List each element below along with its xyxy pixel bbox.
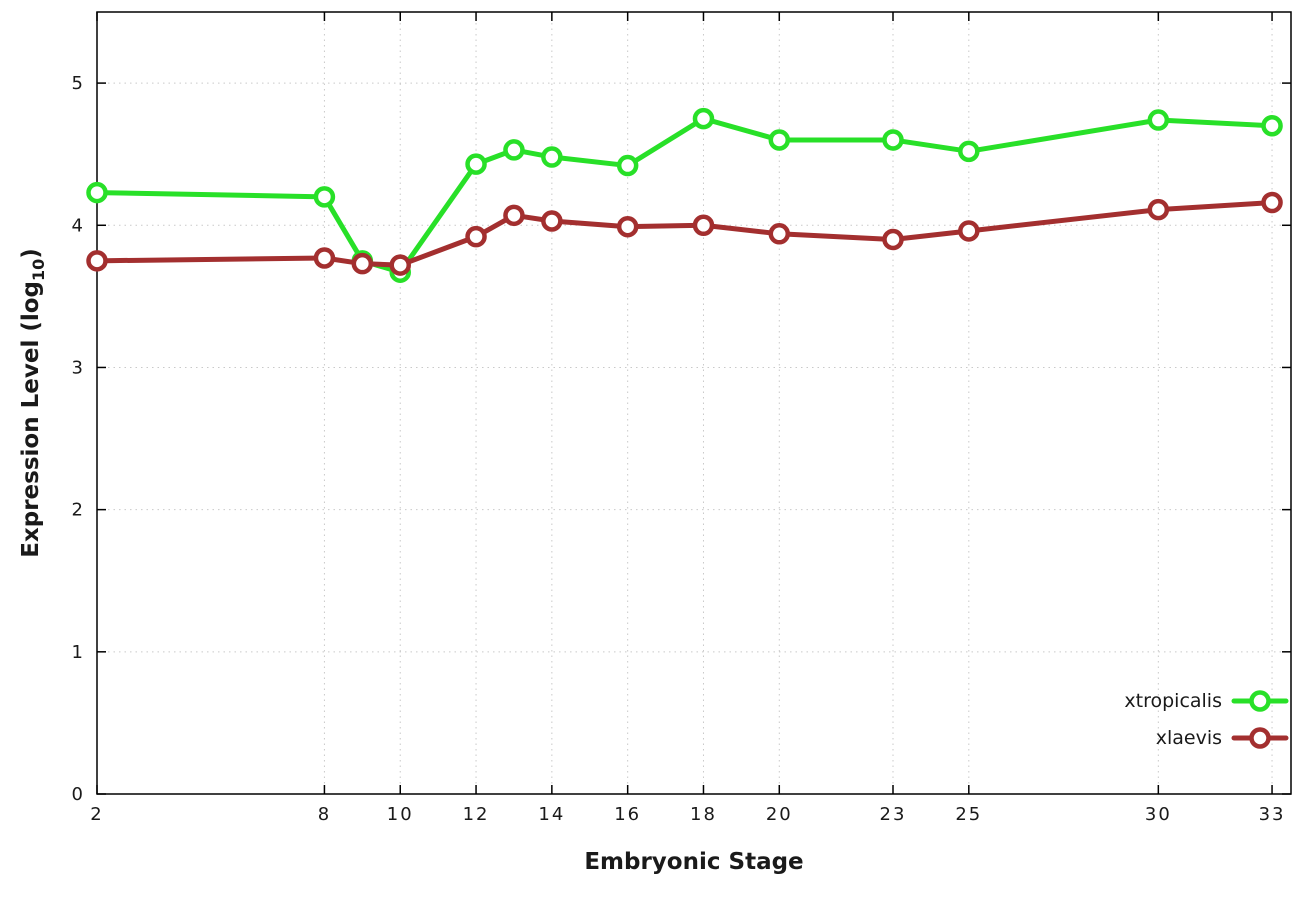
data-point-xtropicalis (1261, 114, 1283, 137)
data-point-xtropicalis (768, 129, 791, 151)
legend-sample-marker-xtropicalis (1249, 690, 1271, 712)
x-tick-label: 20 (766, 804, 793, 825)
data-point-xlaevis (503, 204, 525, 227)
data-point-xtropicalis (692, 107, 715, 130)
x-tick-label: 30 (1145, 804, 1172, 825)
y-axis-title: Expression Level (log10) (18, 248, 48, 558)
x-tick-label: 33 (1259, 804, 1286, 825)
data-point-xlaevis (313, 247, 336, 269)
data-point-xtropicalis (1147, 109, 1170, 131)
data-point-xtropicalis (958, 140, 980, 163)
x-tick-label: 10 (387, 804, 414, 825)
data-point-xlaevis (958, 220, 980, 242)
y-tick-label: 2 (72, 500, 83, 521)
x-tick-label: 2 (90, 804, 103, 825)
legend-sample-marker-xlaevis (1249, 727, 1271, 749)
y-tick-label: 1 (72, 642, 83, 663)
y-tick-label: 0 (72, 784, 83, 805)
y-tick-label: 3 (72, 357, 83, 378)
data-point-xlaevis (768, 223, 791, 245)
data-point-xtropicalis (882, 129, 904, 151)
x-tick-label: 14 (538, 804, 565, 825)
data-point-xlaevis (86, 250, 108, 272)
data-point-xtropicalis (313, 186, 336, 208)
series-line-xtropicalis (94, 116, 1275, 275)
data-point-xlaevis (882, 228, 904, 251)
legend-label-xtropicalis: xtropicalis (1124, 690, 1222, 712)
data-point-xlaevis (692, 214, 715, 237)
data-point-xlaevis (465, 225, 487, 248)
legend-label-xlaevis: xlaevis (1156, 727, 1222, 749)
series-line-xlaevis (94, 200, 1275, 268)
x-tick-label: 16 (614, 804, 641, 825)
x-tick-label: 12 (463, 804, 490, 825)
data-point-xtropicalis (616, 154, 639, 177)
data-point-xlaevis (1261, 191, 1283, 214)
data-point-xlaevis (351, 252, 374, 275)
data-point-xtropicalis (541, 146, 563, 168)
y-tick-label: 5 (72, 73, 83, 94)
x-tick-label: 23 (880, 804, 907, 825)
x-axis-title: Embryonic Stage (584, 849, 803, 875)
data-point-xlaevis (389, 254, 411, 276)
data-point-xtropicalis (86, 181, 108, 204)
x-tick-label: 8 (318, 804, 331, 825)
x-tick-label: 25 (955, 804, 982, 825)
data-point-xlaevis (616, 215, 639, 238)
y-tick-label: 4 (72, 215, 83, 236)
data-point-xlaevis (1147, 198, 1170, 221)
plot-border (96, 11, 1292, 795)
x-tick-label: 18 (690, 804, 717, 825)
data-point-xtropicalis (465, 153, 487, 175)
data-point-xtropicalis (503, 139, 525, 161)
data-point-xlaevis (541, 210, 563, 232)
